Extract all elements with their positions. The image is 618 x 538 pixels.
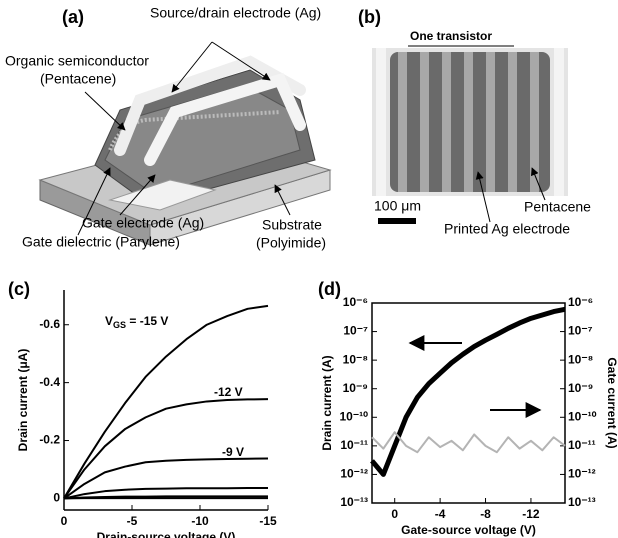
y2-tick-label: 10⁻¹³: [568, 495, 596, 509]
panel-label: (a): [62, 7, 84, 27]
y-tick-label: 10⁻⁸: [343, 352, 368, 366]
y-tick-label: -0.4: [39, 375, 60, 389]
y-tick-label: 10⁻¹⁰: [340, 409, 369, 423]
y2-tick-label: 10⁻⁹: [568, 381, 593, 395]
y2-tick-label: 10⁻⁷: [568, 324, 593, 338]
x-tick-label: 0: [391, 507, 398, 521]
x-tick-label: -15: [259, 514, 277, 528]
label: Printed Ag electrode: [444, 221, 570, 237]
label: (Polyimide): [256, 235, 326, 251]
annotation-part: -9 V: [222, 445, 244, 459]
series-line: [372, 309, 565, 474]
x-tick-label: -8: [480, 507, 491, 521]
annotation: VGS = -15 V: [105, 314, 168, 330]
scale-bar-label: 100 μm: [374, 198, 421, 214]
annotation: -12 V: [214, 385, 243, 399]
y2-tick-label: 10⁻⁸: [568, 352, 593, 366]
label: Source/drain electrode (Ag): [150, 5, 321, 21]
label: Organic semiconductor: [5, 53, 149, 69]
y-axis-label: Drain current (μA): [16, 349, 30, 452]
y-tick-label: 10⁻¹³: [340, 495, 368, 509]
annotation-part: -12 V: [214, 385, 243, 399]
annotation: -9 V: [222, 445, 244, 459]
x-tick-label: -10: [191, 514, 209, 528]
x-tick-label: -5: [127, 514, 138, 528]
annotation-part: GS: [113, 320, 126, 330]
y-tick-label: 10⁻⁶: [343, 295, 368, 309]
y-tick-label: 10⁻¹²: [340, 467, 368, 481]
panel-label: (b): [358, 7, 381, 27]
y2-tick-label: 10⁻¹⁰: [568, 409, 597, 423]
y-tick-label: -0.2: [39, 433, 60, 447]
label: (Pentacene): [40, 71, 116, 87]
panel-label: (d): [318, 279, 341, 299]
annotation-part: = -15 V: [126, 314, 168, 328]
y-axis-label: Drain current (A): [320, 355, 334, 450]
y2-tick-label: 10⁻¹¹: [568, 438, 596, 452]
series-line: [64, 306, 268, 499]
figure: (a) Source/drain electrode (Ag) Organic …: [0, 0, 618, 538]
x-tick-label: -4: [435, 507, 446, 521]
label: Gate dielectric (Parylene): [22, 234, 180, 250]
y-tick-label: 10⁻⁷: [343, 324, 368, 338]
panel-label: (c): [8, 279, 30, 299]
y-tick-label: 10⁻¹¹: [340, 438, 368, 452]
x-tick-label: -12: [522, 507, 540, 521]
x-tick-label: 0: [61, 514, 68, 528]
label: Gate electrode (Ag): [82, 215, 204, 231]
annotation-part: V: [105, 314, 113, 328]
y2-tick-label: 10⁻¹²: [568, 467, 596, 481]
label: Substrate: [262, 217, 322, 233]
x-axis-label: Gate-source voltage (V): [401, 523, 536, 537]
y-tick-label: 0: [53, 491, 60, 505]
plot-frame: [372, 303, 565, 503]
y2-tick-label: 10⁻⁶: [568, 295, 593, 309]
y2-axis-label: Gate current (A): [605, 357, 618, 448]
y-tick-label: -0.6: [39, 317, 60, 331]
x-axis-label: Drain-source voltage (V): [97, 530, 236, 538]
title: One transistor: [410, 29, 492, 43]
y-tick-label: 10⁻⁹: [343, 381, 368, 395]
label: Pentacene: [524, 199, 591, 215]
